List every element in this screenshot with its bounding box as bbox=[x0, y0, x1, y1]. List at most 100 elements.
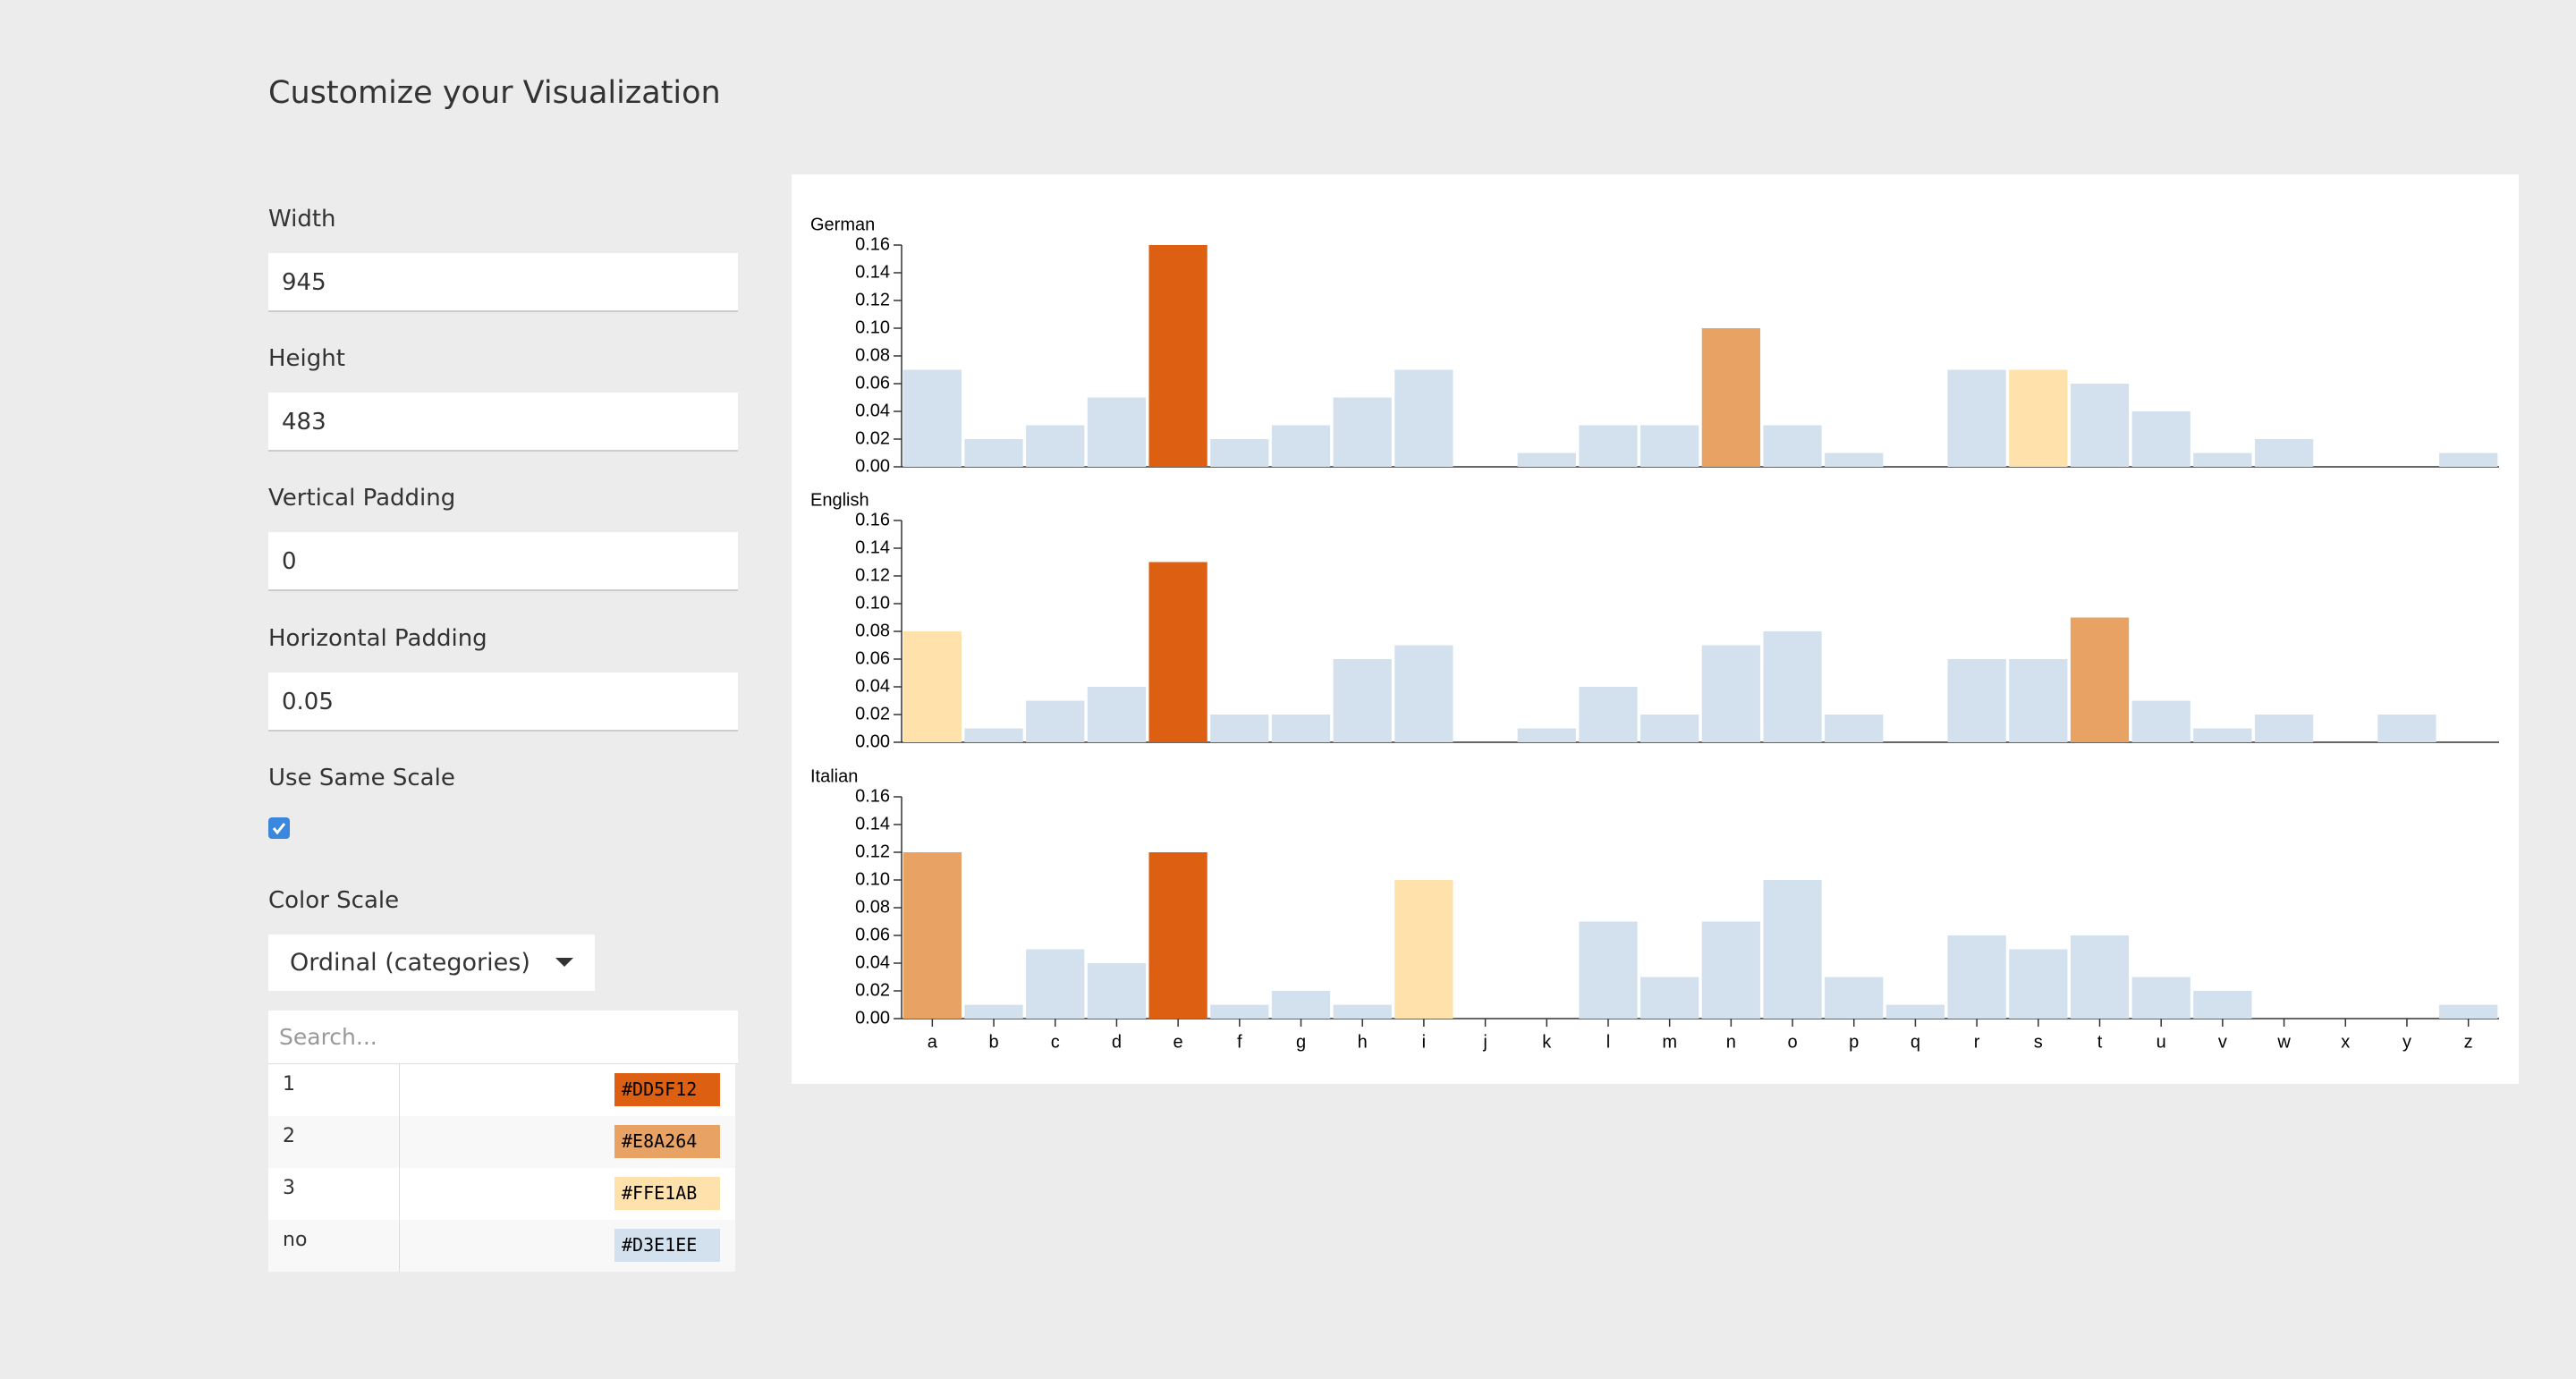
bar bbox=[1148, 562, 1208, 742]
check-mark bbox=[272, 823, 286, 835]
bar bbox=[1333, 1004, 1392, 1019]
bar bbox=[1763, 425, 1822, 467]
field-label: Use Same Scale bbox=[268, 765, 455, 791]
x-tick-label: r bbox=[1974, 1032, 1980, 1052]
x-tick-label: f bbox=[1237, 1032, 1242, 1052]
x-tick-label: z bbox=[2464, 1032, 2473, 1052]
y-tick-label: 0.14 bbox=[855, 814, 890, 833]
color-row: 2 #E8A264 bbox=[268, 1116, 735, 1168]
bar bbox=[1579, 687, 1638, 742]
y-tick-label: 0.02 bbox=[855, 428, 890, 448]
bar bbox=[2009, 369, 2068, 467]
bar bbox=[2254, 715, 2314, 742]
search-input[interactable]: Search... bbox=[268, 1011, 738, 1064]
bar bbox=[1640, 425, 1699, 467]
bar bbox=[964, 439, 1023, 467]
y-tick-label: 0.10 bbox=[855, 593, 890, 613]
bar bbox=[2009, 659, 2068, 742]
color-swatch[interactable]: #D3E1EE bbox=[614, 1229, 720, 1262]
y-tick-label: 0.00 bbox=[855, 1008, 890, 1028]
bar bbox=[1701, 328, 1760, 467]
x-tick-label: q bbox=[1911, 1032, 1920, 1052]
bar bbox=[1640, 977, 1699, 1019]
x-tick-label: k bbox=[1542, 1032, 1552, 1052]
bar bbox=[902, 369, 962, 467]
text-input[interactable]: 945 bbox=[268, 253, 738, 312]
bar bbox=[1148, 852, 1208, 1019]
text-input[interactable]: 0.05 bbox=[268, 673, 738, 732]
color-key: 3 bbox=[283, 1177, 295, 1199]
y-tick-label: 0.08 bbox=[855, 621, 890, 640]
bar bbox=[1271, 715, 1331, 742]
field-label: Vertical Padding bbox=[268, 485, 456, 512]
y-tick-label: 0.16 bbox=[855, 786, 890, 806]
bar bbox=[1210, 715, 1269, 742]
color-row: 3 #FFE1AB bbox=[268, 1168, 735, 1220]
bar bbox=[2254, 439, 2314, 467]
bar bbox=[1517, 728, 1576, 742]
bar bbox=[2193, 991, 2252, 1019]
y-tick-label: 0.12 bbox=[855, 842, 890, 861]
divider bbox=[399, 1220, 400, 1272]
bar bbox=[1579, 425, 1638, 467]
bar bbox=[1271, 425, 1331, 467]
bar bbox=[2193, 728, 2252, 742]
divider bbox=[399, 1064, 400, 1116]
x-tick-label: u bbox=[2157, 1032, 2166, 1052]
x-tick-label: c bbox=[1051, 1032, 1060, 1052]
bar bbox=[964, 1004, 1023, 1019]
bar bbox=[1947, 369, 2006, 467]
dropdown-value: Ordinal (categories) bbox=[290, 949, 530, 977]
x-tick-label: g bbox=[1296, 1032, 1306, 1052]
x-tick-label: t bbox=[2097, 1032, 2103, 1052]
y-tick-label: 0.04 bbox=[855, 676, 890, 696]
bar bbox=[2131, 411, 2190, 467]
bar bbox=[1947, 659, 2006, 742]
bar bbox=[1210, 439, 1269, 467]
chart-title: Italian bbox=[810, 766, 858, 786]
bar bbox=[1640, 715, 1699, 742]
y-tick-label: 0.08 bbox=[855, 897, 890, 917]
x-tick-label: m bbox=[1662, 1032, 1677, 1052]
bar bbox=[1026, 425, 1085, 467]
bar bbox=[1763, 880, 1822, 1019]
chart-title: German bbox=[810, 215, 875, 234]
x-tick-label: l bbox=[1606, 1032, 1610, 1052]
x-tick-label: n bbox=[1726, 1032, 1736, 1052]
text-input[interactable]: 0 bbox=[268, 532, 738, 591]
color-swatch[interactable]: #FFE1AB bbox=[614, 1177, 720, 1210]
bar bbox=[2439, 453, 2498, 467]
color-key: 1 bbox=[283, 1073, 295, 1096]
bar bbox=[1394, 369, 1453, 467]
y-tick-label: 0.00 bbox=[855, 732, 890, 751]
bar bbox=[1701, 645, 1760, 742]
y-tick-label: 0.02 bbox=[855, 980, 890, 1000]
x-tick-label: b bbox=[988, 1032, 998, 1052]
field-label: Color Scale bbox=[268, 887, 400, 914]
bar bbox=[1087, 397, 1147, 467]
y-tick-label: 0.08 bbox=[855, 345, 890, 365]
bar bbox=[1333, 397, 1392, 467]
bar bbox=[2070, 935, 2130, 1019]
color-swatch[interactable]: #E8A264 bbox=[614, 1125, 720, 1158]
field-label: Width bbox=[268, 206, 336, 233]
y-tick-label: 0.00 bbox=[855, 456, 890, 476]
dropdown[interactable]: Ordinal (categories) bbox=[268, 935, 595, 991]
bar bbox=[1087, 963, 1147, 1019]
y-tick-label: 0.06 bbox=[855, 648, 890, 668]
bar bbox=[1885, 1004, 1945, 1019]
chart-title: English bbox=[810, 490, 869, 510]
color-key: 2 bbox=[283, 1125, 295, 1147]
color-key: no bbox=[283, 1229, 308, 1251]
x-tick-label: s bbox=[2034, 1032, 2043, 1052]
y-tick-label: 0.12 bbox=[855, 290, 890, 309]
color-swatch[interactable]: #DD5F12 bbox=[614, 1073, 720, 1106]
bar bbox=[2377, 715, 2436, 742]
x-tick-label: y bbox=[2402, 1032, 2411, 1052]
divider bbox=[399, 1116, 400, 1168]
page-title: Customize your Visualization bbox=[268, 75, 721, 111]
y-tick-label: 0.12 bbox=[855, 565, 890, 585]
checkbox[interactable] bbox=[268, 817, 290, 839]
text-input[interactable]: 483 bbox=[268, 393, 738, 452]
